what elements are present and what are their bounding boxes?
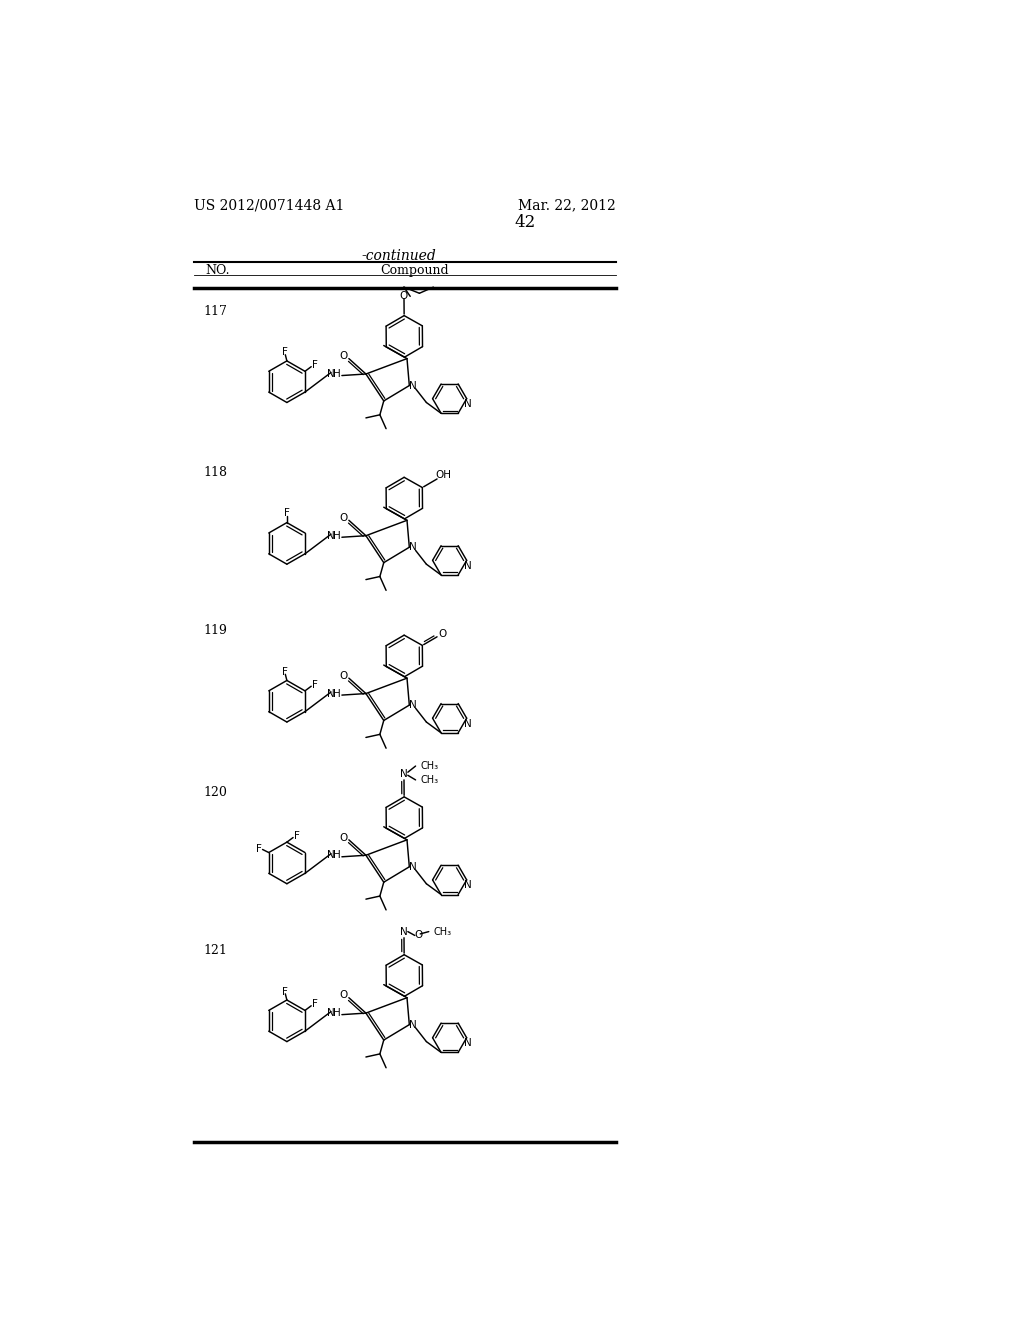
Text: F: F [282,667,288,677]
Text: N: N [464,561,472,570]
Text: N: N [464,1038,472,1048]
Text: O: O [399,290,409,301]
Text: N: N [400,927,408,937]
Text: N: N [328,531,335,541]
Text: H: H [334,531,341,541]
Text: N: N [464,880,472,890]
Text: 42: 42 [514,214,536,231]
Text: N: N [328,850,335,861]
Text: OH: OH [436,470,452,480]
Text: N: N [328,370,335,379]
Text: O: O [415,931,423,940]
Text: O: O [339,513,347,523]
Text: H: H [334,689,341,698]
Text: F: F [312,680,318,689]
Text: Compound: Compound [381,264,450,277]
Text: N: N [409,862,417,871]
Text: 119: 119 [203,624,227,638]
Text: N: N [409,543,417,552]
Text: F: F [312,999,318,1010]
Text: F: F [282,986,288,997]
Text: US 2012/0071448 A1: US 2012/0071448 A1 [194,198,344,213]
Text: N: N [409,380,417,391]
Text: N: N [328,1008,335,1018]
Text: CH₃: CH₃ [421,762,438,771]
Text: N: N [409,1019,417,1030]
Text: F: F [256,843,261,854]
Text: Mar. 22, 2012: Mar. 22, 2012 [518,198,616,213]
Text: N: N [464,718,472,729]
Text: N: N [464,399,472,409]
Text: CH₃: CH₃ [421,775,438,785]
Text: H: H [334,1008,341,1018]
Text: F: F [312,360,318,370]
Text: O: O [438,628,446,639]
Text: -continued: -continued [361,249,436,263]
Text: N: N [400,768,408,779]
Text: H: H [334,370,341,379]
Text: F: F [284,508,290,519]
Text: H: H [334,850,341,861]
Text: CH₃: CH₃ [433,927,452,937]
Text: 118: 118 [203,466,227,479]
Text: O: O [339,833,347,842]
Text: F: F [294,832,300,841]
Text: N: N [328,689,335,698]
Text: O: O [339,671,347,681]
Text: O: O [339,351,347,362]
Text: F: F [282,347,288,358]
Text: 120: 120 [203,785,227,799]
Text: N: N [409,700,417,710]
Text: 121: 121 [203,944,227,957]
Text: O: O [339,990,347,1001]
Text: NO.: NO. [206,264,230,277]
Text: 117: 117 [203,305,227,318]
